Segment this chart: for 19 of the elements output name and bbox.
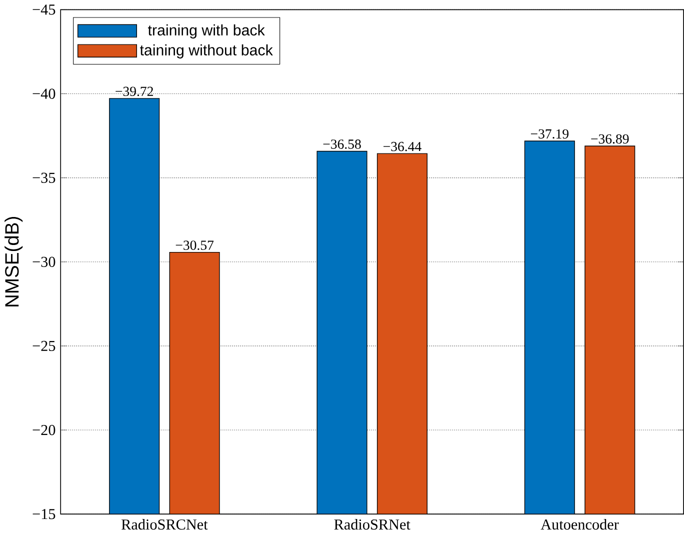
data-label: −36.58 (323, 139, 361, 149)
y-axis-title: NMSE(dB) (4, 216, 23, 306)
y-tick-label: −30 (32, 256, 56, 267)
x-tick-label: RadioSRCNet (122, 518, 208, 530)
data-label: −36.89 (591, 134, 629, 144)
x-tick-label: Autoencoder (540, 518, 619, 530)
y-tick-label: −15 (32, 508, 56, 520)
y-tick-label: −35 (32, 172, 56, 183)
y-tick-label: −25 (32, 340, 56, 351)
x-tick-label: RadioSRNet (334, 518, 410, 530)
data-label: −39.72 (116, 86, 153, 96)
legend-label: training with back (148, 24, 265, 38)
data-label: −30.57 (176, 240, 214, 250)
legend-label: taining without back (140, 44, 273, 58)
y-tick-label: −45 (32, 4, 56, 15)
y-tick-label: −20 (32, 424, 56, 436)
data-label: −36.44 (384, 142, 422, 152)
y-tick-label: −40 (32, 88, 56, 99)
data-label: −37.19 (530, 129, 568, 139)
